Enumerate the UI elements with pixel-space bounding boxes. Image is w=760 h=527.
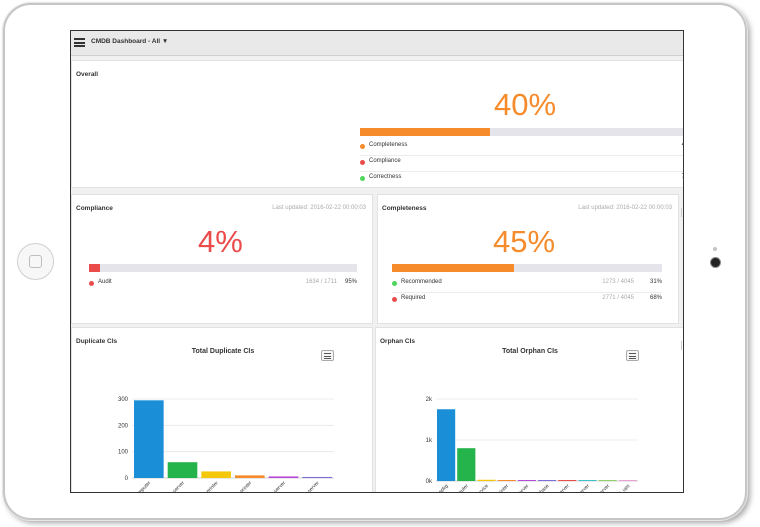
bar-cmdb_ci_service[interactable]	[477, 479, 496, 481]
bar-cmdb_ci_computer[interactable]	[457, 448, 476, 481]
bar-cmdb_ci_printer[interactable]	[201, 471, 231, 478]
overall-title: Overall	[76, 71, 99, 78]
y-tick-label: 300	[118, 397, 129, 403]
orphan-cis-title: Orphan CIs	[380, 338, 416, 345]
home-button[interactable]	[17, 243, 54, 280]
legend-percent: 68%	[649, 295, 662, 301]
overall-progress-fill	[360, 128, 491, 136]
bar-cmdb_ci_server[interactable]	[302, 476, 332, 478]
legend-count: 1634 / 1711	[305, 279, 337, 285]
legend-count: 2771 / 4045	[602, 295, 634, 301]
legend-value: 4	[682, 142, 683, 148]
compliance-progress-bar	[89, 264, 357, 272]
compliance-progress-fill	[89, 264, 100, 272]
legend-dot	[360, 144, 365, 149]
y-tick-label: 0	[125, 476, 129, 482]
x-tick-label: cmdb_ci_server	[291, 480, 320, 493]
orphan-cis-chart: 0k1k2kcmdb_ci_spkgcmdb_ci_computercmdb_c…	[423, 397, 638, 492]
legend-label: Recommended	[401, 279, 442, 285]
legend-label: Completeness	[369, 142, 408, 148]
bar-cmdb_ci_linux_server[interactable]	[268, 476, 299, 478]
bar-cmdb_ci_server[interactable]	[517, 480, 536, 481]
legend-percent: 31%	[649, 279, 662, 285]
bar-cmdb_ci_database[interactable]	[538, 480, 557, 481]
chart-title: Total Duplicate CIs	[191, 348, 255, 355]
x-tick-label: u_madhavi_printer	[220, 480, 254, 493]
duplicate-cis-title: Duplicate CIs	[76, 338, 118, 345]
legend-item: Recommended 1273 / 4045 31%	[392, 277, 662, 293]
x-tick-label: cmdb_ci_linux_server	[248, 480, 287, 493]
legend-item: Required 2771 / 4045 68%	[392, 293, 662, 308]
completeness-percent: 45%	[493, 224, 556, 259]
hamburger-menu-icon[interactable]	[74, 38, 85, 47]
legend-item: Correctness 7	[360, 172, 683, 187]
y-tick-label: 1k	[426, 438, 433, 444]
top-bar: CMDB Dashboard - All ▼	[71, 31, 683, 56]
compliance-percent: 4%	[198, 224, 243, 259]
legend-label: Correctness	[369, 174, 402, 180]
legend-item: Compliance	[360, 156, 683, 172]
panel-divider	[681, 208, 682, 217]
overall-panel: Overall 40% Completeness 4 Compliance Co…	[71, 60, 683, 188]
legend-value: 7	[682, 174, 683, 180]
legend-dot	[89, 281, 94, 286]
legend-item: Completeness 4	[360, 140, 683, 156]
bar-u_madhavi_printer[interactable]	[235, 475, 265, 478]
home-square-icon	[29, 255, 42, 268]
x-tick-label: cmdb_ci_printer	[190, 480, 220, 493]
legend-percent: 95%	[344, 279, 357, 285]
compliance-title: Compliance	[76, 205, 113, 212]
completeness-title: Completeness	[382, 205, 427, 212]
completeness-progress-bar	[392, 264, 662, 272]
completeness-progress-fill	[392, 264, 514, 272]
screen: CMDB Dashboard - All ▼ Overall 40% Compl…	[70, 30, 684, 493]
duplicate-cis-chart: 0 100 200 300 cmdb_ci_computercmdb_ci_win_se…	[118, 397, 334, 493]
camera-icon	[711, 258, 720, 267]
bar-cmdb_ci_linux_server[interactable]	[598, 480, 617, 481]
legend-item: Audit 1634 / 1711 95%	[89, 277, 357, 292]
bar-cmdb_ci_computer[interactable]	[134, 400, 164, 478]
compliance-panel: Compliance Last updated: 2016-02-22 00:0…	[71, 194, 373, 324]
bar-cmdb_ci_printer[interactable]	[497, 480, 516, 481]
x-tick-label: cmdb_ci_win_server	[149, 480, 186, 493]
completeness-panel: Completeness Last updated: 2016-02-22 00…	[377, 194, 679, 324]
legend-dot	[392, 281, 397, 286]
chart-title: Total Orphan CIs	[502, 348, 558, 355]
orphan-cis-panel: Orphan CIs Total Orphan CIs 0k 1k 2k cmdb_c…	[375, 327, 683, 492]
overall-percent: 40%	[494, 87, 557, 122]
chart-menu-icon[interactable]	[626, 350, 639, 361]
x-tick-label: cmdb_ci_computer	[118, 480, 152, 493]
chart-menu-icon[interactable]	[321, 350, 334, 361]
legend-dot	[360, 176, 365, 181]
legend-count: 1273 / 4045	[602, 279, 634, 285]
duplicate-cis-panel: Duplicate CIs Total Duplicate CIs 0 100 20…	[71, 327, 373, 493]
y-tick-label: 2k	[426, 397, 433, 403]
bar-cmdb_ci_win_server[interactable]	[167, 462, 198, 478]
y-tick-label: 0k	[426, 479, 433, 485]
bar-cmdb_ci_ups[interactable]	[618, 480, 637, 481]
legend-label: Required	[401, 295, 426, 301]
y-tick-label: 100	[118, 450, 129, 456]
panel-divider	[681, 341, 682, 350]
bar-cmdb_ci_web_server[interactable]	[558, 480, 577, 481]
sensor-dot	[713, 247, 717, 251]
bar-cmdb_ci_win_server[interactable]	[578, 480, 597, 481]
dashboard-selector[interactable]: CMDB Dashboard - All ▼	[91, 38, 169, 45]
y-tick-label: 200	[118, 423, 129, 429]
legend-dot	[360, 160, 365, 165]
completeness-last-updated: Last updated: 2016-02-22 00:00:03	[578, 205, 672, 211]
legend-label: Compliance	[369, 158, 401, 164]
bar-cmdb_ci_spkg[interactable]	[437, 409, 456, 481]
legend-dot	[392, 297, 397, 302]
legend-label: Audit	[98, 279, 112, 285]
compliance-last-updated: Last updated: 2016-02-22 00:00:03	[272, 205, 366, 211]
overall-progress-bar	[360, 128, 683, 136]
